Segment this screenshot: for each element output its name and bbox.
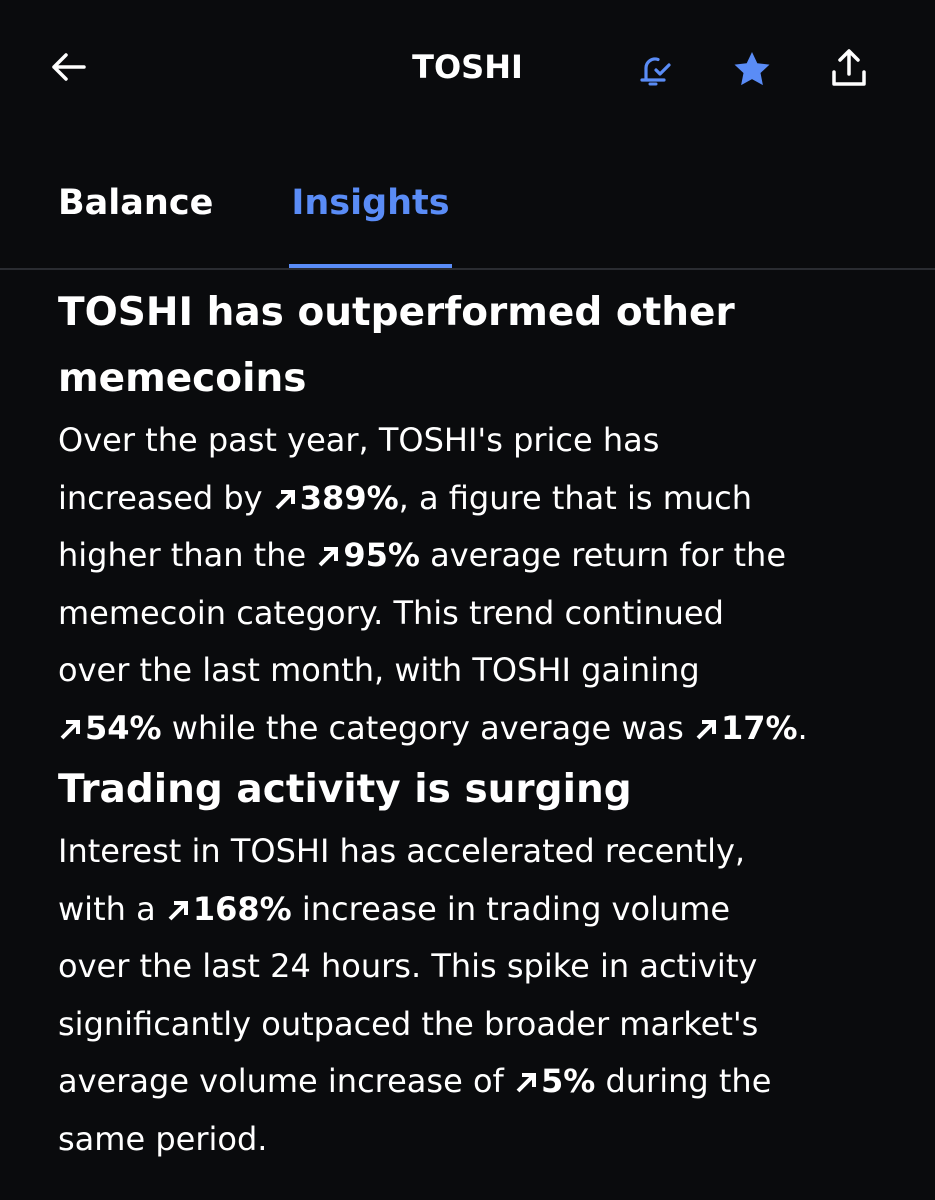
percent-change: 54% xyxy=(58,709,162,747)
body-line: over the last month, with TOSHI gaining xyxy=(58,642,918,700)
percent-change: 17% xyxy=(694,709,798,747)
body-text: significantly outpaced the broader marke… xyxy=(58,1004,759,1043)
body-text: average volume increase of xyxy=(58,1062,514,1100)
page-title: TOSHI xyxy=(412,48,523,86)
insights-content: TOSHI has outperformed other memecoins Ov… xyxy=(58,280,918,1168)
tab[interactable]: Balance xyxy=(58,183,214,223)
body-text: increased by xyxy=(58,478,273,517)
insight-heading: TOSHI has outperformed other memecoins xyxy=(58,290,735,401)
up-arrow-icon xyxy=(275,489,295,509)
percent-change: 95% xyxy=(316,536,420,574)
insight-section: Trading activity is surging Interest in T… xyxy=(58,757,918,1168)
percent-value: 5% xyxy=(540,1062,596,1100)
percent-value: 54% xyxy=(85,708,162,747)
body-text: increase in trading volume xyxy=(291,889,731,928)
tab[interactable]: Insights xyxy=(289,180,452,268)
percent-value: 389% xyxy=(299,478,399,517)
up-arrow-icon xyxy=(516,1073,536,1093)
body-text: higher than the xyxy=(58,536,317,574)
body-text: during the xyxy=(595,1062,772,1100)
body-text: average return for the xyxy=(419,536,786,574)
body-text: over the last 24 hours. This spike in ac… xyxy=(58,947,758,985)
body-text: while the category average was xyxy=(161,708,694,747)
body-line: significantly outpaced the broader marke… xyxy=(58,996,918,1054)
body-line: increased by 389%, a figure that is much xyxy=(58,470,918,528)
body-line: Over the past year, TOSHI's price has xyxy=(58,412,918,470)
share-button[interactable] xyxy=(830,48,868,88)
favorite-button[interactable] xyxy=(732,50,772,88)
percent-value: 95% xyxy=(343,536,420,574)
body-text: memecoin category. This trend continued xyxy=(58,593,724,632)
body-line: with a 168% increase in trading volume xyxy=(58,881,918,939)
body-text: over the last month, with TOSHI gaining xyxy=(58,651,700,689)
percent-change: 389% xyxy=(273,479,399,517)
alert-button[interactable] xyxy=(636,48,676,88)
back-button[interactable] xyxy=(48,50,88,84)
up-arrow-icon xyxy=(696,719,716,739)
body-line: memecoin category. This trend continued xyxy=(58,585,918,643)
up-arrow-icon xyxy=(168,900,188,920)
body-line: average volume increase of 5% during the xyxy=(58,1053,918,1111)
body-text: Over the past year, TOSHI's price has xyxy=(58,421,660,459)
body-text: with a xyxy=(58,889,166,928)
insight-section: TOSHI has outperformed other memecoins Ov… xyxy=(58,280,918,757)
body-line: same period. xyxy=(58,1111,918,1169)
body-text: , a figure that is much xyxy=(398,478,753,517)
body-text: . xyxy=(797,708,808,747)
divider xyxy=(0,268,935,270)
percent-value: 17% xyxy=(720,708,798,747)
body-text: same period. xyxy=(58,1119,268,1158)
up-arrow-icon xyxy=(60,719,80,739)
percent-value: 168% xyxy=(192,889,292,928)
percent-change: 168% xyxy=(166,890,292,928)
tab-bar: Balance Insights xyxy=(58,180,452,268)
body-line: higher than the 95% average return for t… xyxy=(58,527,918,585)
percent-change: 5% xyxy=(514,1062,595,1100)
body-line: over the last 24 hours. This spike in ac… xyxy=(58,938,918,996)
body-line: Interest in TOSHI has accelerated recent… xyxy=(58,823,918,881)
insight-heading: Trading activity is surging xyxy=(58,767,632,812)
body-line: 54% while the category average was 17%. xyxy=(58,700,918,758)
body-text: Interest in TOSHI has accelerated recent… xyxy=(58,832,746,870)
up-arrow-icon xyxy=(318,547,339,567)
